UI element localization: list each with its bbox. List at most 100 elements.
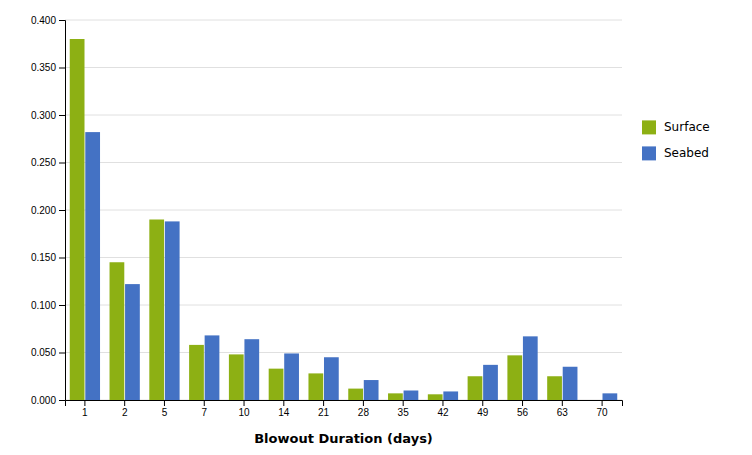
- legend-item: Seabed: [642, 146, 709, 161]
- x-tick-label: 49: [477, 407, 489, 418]
- x-tick-mark: [164, 400, 165, 406]
- x-tick-mark: [124, 400, 125, 406]
- legend: Surface Seabed: [642, 120, 710, 160]
- bar: [483, 365, 498, 400]
- bar: [269, 369, 284, 400]
- bar: [563, 367, 578, 400]
- x-tick-mark: [562, 400, 563, 406]
- x-tick-label: 35: [398, 407, 410, 418]
- bar: [70, 39, 85, 400]
- bar: [587, 400, 602, 401]
- y-tick-label: 0.250: [31, 157, 56, 168]
- plot-area: 0.000 0.050 0.100 0.150 0.200 0.250 0.300 0.350…: [31, 15, 623, 418]
- x-tick-label: 42: [437, 407, 449, 418]
- bar: [523, 336, 538, 400]
- y-tick-label: 0.000: [31, 395, 56, 406]
- bars: [70, 39, 617, 400]
- x-tick-label: 28: [358, 407, 370, 418]
- bar: [244, 339, 259, 400]
- x-axis-title: Blowout Duration (days): [254, 431, 433, 446]
- x-tick-label: 14: [278, 407, 290, 418]
- bar: [189, 345, 204, 400]
- x-tick-label: 70: [597, 407, 609, 418]
- grid-line: [65, 305, 622, 306]
- bar: [110, 262, 125, 400]
- x-tick-label: 1: [82, 407, 88, 418]
- x-tick-mark: [283, 400, 284, 406]
- bar: [468, 376, 483, 400]
- bar: [443, 391, 458, 400]
- y-tick: 0.400: [31, 15, 65, 26]
- x-tick-mark: [442, 400, 443, 406]
- grid-line: [65, 115, 622, 116]
- y-tick-label: 0.100: [31, 300, 56, 311]
- y-tick-label: 0.400: [31, 15, 56, 26]
- legend-label: Surface: [664, 120, 710, 134]
- grid: [65, 20, 622, 400]
- y-tick: 0.050: [31, 347, 65, 358]
- bar: [85, 132, 100, 400]
- y-tick-label: 0.350: [31, 62, 56, 73]
- y-tick-label: 0.300: [31, 110, 56, 121]
- x-tick: 10: [238, 400, 250, 418]
- bar: [308, 373, 323, 400]
- bar: [507, 355, 522, 400]
- y-tick: 0.250: [31, 157, 65, 168]
- grid-line: [65, 352, 622, 353]
- bar: [229, 354, 244, 400]
- y-tick-mark: [59, 163, 65, 164]
- x-tick: 70: [597, 400, 609, 418]
- x-tick-label: 56: [517, 407, 529, 418]
- x-tick: 63: [557, 400, 569, 418]
- y-tick: 0.300: [31, 110, 65, 121]
- x-tick: 49: [477, 400, 489, 418]
- y-tick-mark: [59, 400, 65, 401]
- grid-line: [65, 257, 622, 258]
- x-tick: 1: [82, 400, 88, 418]
- x-tick-mark: [244, 400, 245, 406]
- x-tick-label: 5: [162, 407, 168, 418]
- x-tick-mark: [363, 400, 364, 406]
- x-tick: 2: [122, 400, 128, 418]
- bar: [388, 393, 403, 400]
- x-tick-label: 2: [122, 407, 128, 418]
- bar-series: [70, 39, 562, 400]
- x-tick: 14: [278, 400, 290, 418]
- x-axis-line: [66, 401, 623, 407]
- bar: [125, 284, 140, 400]
- y-tick-mark: [59, 20, 65, 21]
- y-tick-mark: [59, 210, 65, 211]
- bar: [324, 357, 339, 400]
- legend-item: Surface: [642, 120, 710, 134]
- x-tick: 56: [517, 400, 529, 418]
- legend-label: Seabed: [664, 146, 709, 160]
- bar: [348, 389, 363, 400]
- bar: [149, 220, 164, 401]
- grid-line: [65, 210, 622, 211]
- y-tick-label: 0.150: [31, 252, 56, 263]
- x-tick-mark: [482, 400, 483, 406]
- x-tick-label: 7: [201, 407, 207, 418]
- x-tick: 7: [201, 400, 207, 418]
- x-tick: 28: [358, 400, 370, 418]
- x-tick-label: 21: [318, 407, 330, 418]
- legend-swatch: [642, 120, 656, 134]
- x-tick-mark: [84, 400, 85, 406]
- y-tick-mark: [59, 353, 65, 354]
- grid-line: [65, 162, 622, 163]
- y-tick-label: 0.050: [31, 347, 56, 358]
- bar: [602, 393, 617, 400]
- x-tick-mark: [522, 400, 523, 406]
- chart-svg: 0.000 0.050 0.100 0.150 0.200 0.250 0.300 0.350…: [0, 0, 752, 455]
- y-tick-mark: [59, 258, 65, 259]
- x-tick: 35: [398, 400, 410, 418]
- y-tick-mark: [59, 305, 65, 306]
- bar: [547, 376, 562, 400]
- y-tick: 0.350: [31, 62, 65, 73]
- x-tick-mark: [204, 400, 205, 406]
- y-tick: 0.150: [31, 252, 65, 263]
- bar: [428, 394, 443, 400]
- bar-series: [85, 132, 617, 400]
- y-tick: 0.200: [31, 205, 65, 216]
- bar: [165, 221, 180, 400]
